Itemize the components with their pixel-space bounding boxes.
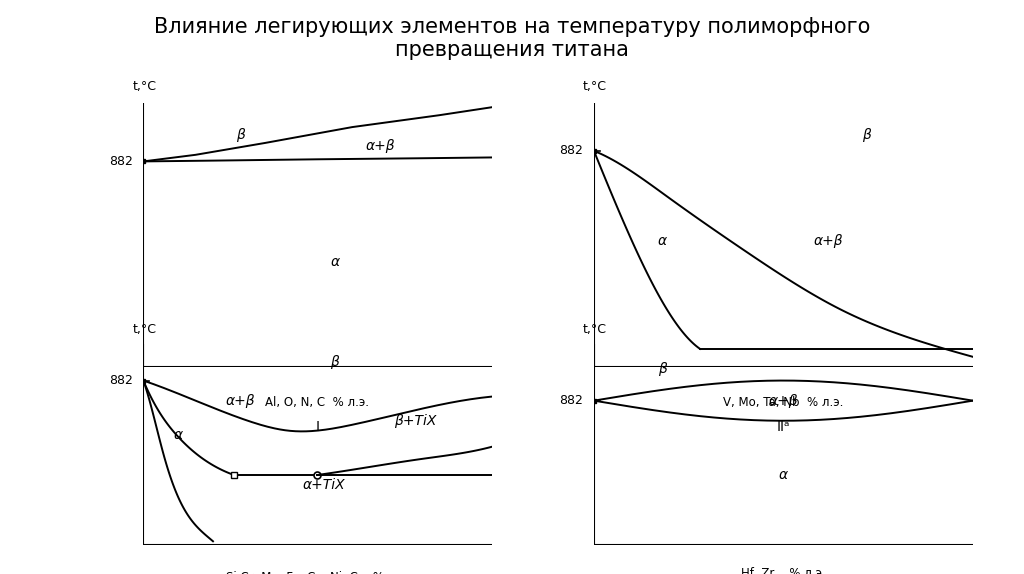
Text: 882: 882	[109, 155, 133, 168]
Text: IIᵃ: IIᵃ	[776, 420, 791, 434]
Text: 882: 882	[109, 374, 133, 387]
Text: α: α	[779, 468, 787, 482]
Text: 882: 882	[559, 144, 583, 157]
Text: Hf, Zr    % л.э.: Hf, Zr % л.э.	[741, 567, 825, 574]
Text: Si Cr, Mn, Fe, Co, Ni, Cu  % л.э.: Si Cr, Mn, Fe, Co, Ni, Cu % л.э.	[226, 571, 409, 574]
Text: t,°C: t,°C	[133, 80, 157, 93]
Text: α: α	[174, 428, 182, 442]
Text: β+TiX: β+TiX	[394, 414, 436, 428]
Text: α+β: α+β	[769, 394, 798, 408]
Text: β: β	[657, 362, 667, 375]
Text: β: β	[331, 355, 339, 370]
Text: α: α	[331, 255, 339, 269]
Text: t,°C: t,°C	[133, 323, 157, 336]
Text: t,°C: t,°C	[583, 323, 606, 336]
Text: t,°C: t,°C	[583, 80, 606, 93]
Text: β: β	[862, 128, 871, 142]
Text: 882: 882	[559, 394, 583, 407]
Text: Al, O, N, C  % л.э.: Al, O, N, C % л.э.	[265, 397, 370, 409]
Text: α+TiX: α+TiX	[303, 478, 346, 492]
Text: I: I	[315, 420, 319, 434]
Text: β: β	[237, 128, 246, 142]
Text: Влияние легирующих элементов на температуру полиморфного
превращения титана: Влияние легирующих элементов на температ…	[154, 17, 870, 60]
Text: α+β: α+β	[366, 138, 395, 153]
Text: α+β: α+β	[814, 234, 844, 247]
Text: α: α	[657, 234, 667, 247]
Text: V, Mo, Ta, Nb  % л.э.: V, Mo, Ta, Nb % л.э.	[723, 397, 844, 409]
Text: α+β: α+β	[226, 394, 256, 408]
